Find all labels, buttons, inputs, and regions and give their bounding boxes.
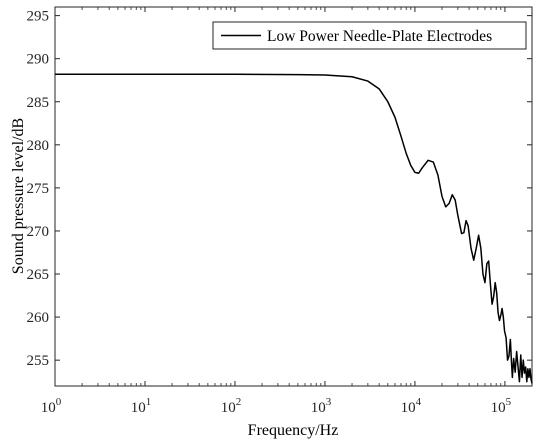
series-line (55, 73, 533, 384)
y-tick-label: 295 (27, 9, 50, 25)
y-tick-label: 265 (27, 267, 50, 283)
y-tick-label: 285 (27, 95, 50, 111)
y-tick-label: 275 (27, 181, 50, 197)
x-tick-label: 102 (221, 396, 242, 416)
x-axis-label: Frequency/Hz (248, 422, 339, 439)
y-axis-label: Sound pressure level/dB (10, 118, 27, 274)
x-axis-ticks: 100 101 102 103 104 105 (41, 7, 533, 416)
y-tick-label: 270 (27, 224, 50, 240)
y-tick-label: 290 (27, 52, 50, 68)
x-tick-label: 101 (131, 396, 152, 416)
x-tick-label: 104 (401, 396, 422, 416)
y-tick-label: 260 (27, 310, 50, 326)
y-axis-ticks: 255 260 265 270 275 280 285 290 295 (27, 9, 532, 369)
legend: Low Power Needle-Plate Electrodes (212, 21, 527, 50)
legend-box (212, 21, 527, 50)
series-layer (55, 73, 533, 384)
x-tick-label: 103 (311, 396, 332, 416)
x-tick-label: 100 (41, 396, 62, 416)
plot-area (54, 6, 533, 387)
x-tick-label: 105 (491, 396, 512, 416)
y-tick-label: 280 (27, 138, 50, 154)
y-tick-label: 255 (27, 353, 50, 369)
legend-label: Low Power Needle-Plate Electrodes (267, 28, 492, 45)
